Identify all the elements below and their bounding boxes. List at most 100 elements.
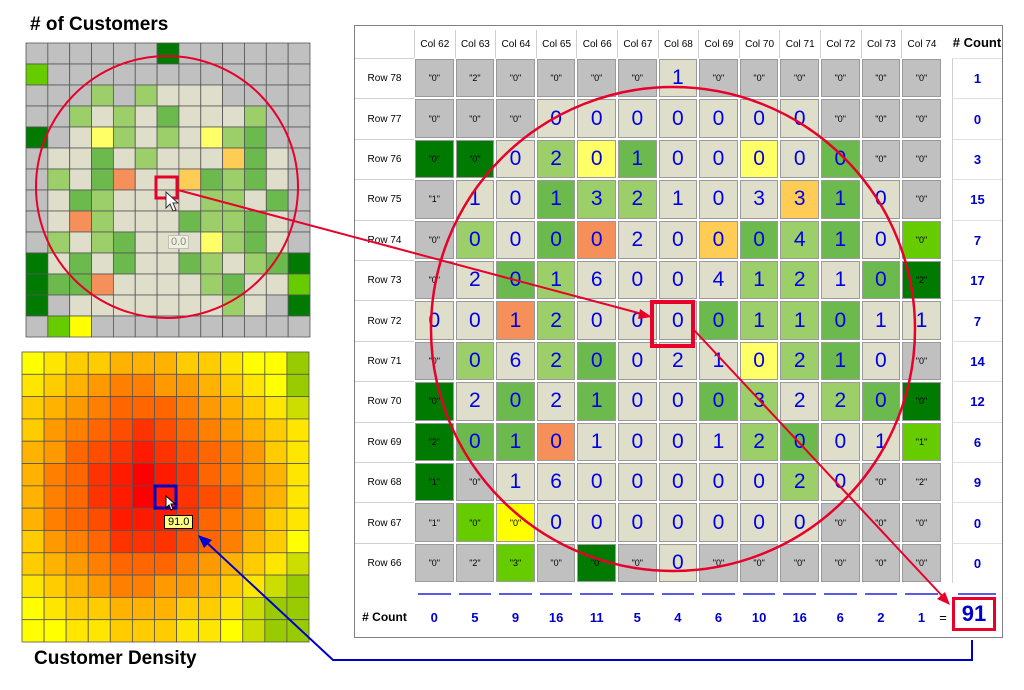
- customers-grid-cell: [134, 252, 158, 275]
- customers-grid-cell: [287, 189, 311, 212]
- density-grid-cell: [154, 485, 177, 509]
- row-count: 14: [952, 340, 1002, 382]
- customers-grid-cell: [178, 273, 202, 296]
- table-cell: "0": [902, 382, 941, 421]
- table-cell: 0: [658, 382, 698, 421]
- customers-grid-cell: [287, 294, 311, 317]
- column-header: Col 66: [576, 30, 617, 58]
- customers-grid-cell: [178, 63, 202, 86]
- density-grid-cell: [43, 507, 67, 531]
- table-cell: "0": [415, 59, 454, 98]
- density-grid-cell: [154, 596, 177, 621]
- row-header: Row 67: [355, 502, 414, 542]
- table-cell: 0: [699, 220, 738, 259]
- density-grid-cell: [21, 351, 45, 375]
- density-grid-cell: [87, 507, 111, 531]
- table-cell: 0: [455, 341, 495, 381]
- customers-grid-cell: [69, 147, 92, 170]
- customers-grid-cell: [91, 42, 114, 65]
- column-header: Col 67: [617, 30, 658, 58]
- customers-grid-cell: [200, 126, 224, 149]
- table-cell: 0: [618, 341, 657, 381]
- customers-grid-cell: [134, 315, 158, 338]
- column-header: Col 62: [414, 30, 455, 58]
- row-header: Row 74: [355, 219, 414, 260]
- density-grid-cell: [220, 574, 244, 598]
- customers-grid-cell: [47, 84, 71, 107]
- density-grid-cell: [176, 530, 200, 554]
- table-cell: "0": [902, 220, 941, 259]
- density-grid-cell: [109, 440, 133, 464]
- density-grid-cell: [87, 351, 111, 375]
- customers-grid-cell: [244, 105, 267, 128]
- density-grid-cell: [131, 440, 155, 464]
- customers-grid-cell: [244, 168, 267, 191]
- table-cell: 2: [536, 139, 576, 179]
- table-cell: "0": [780, 543, 819, 583]
- density-grid-cell: [264, 507, 288, 531]
- customers-grid-cell: [156, 210, 180, 233]
- table-cell: 0: [821, 422, 860, 461]
- density-grid-cell: [286, 552, 310, 576]
- table-cell: "1": [415, 463, 454, 502]
- customers-grid-cell: [200, 42, 224, 65]
- table-cell: "0": [861, 463, 901, 502]
- density-grid-cell: [286, 619, 310, 643]
- density-grid-cell: [21, 530, 45, 554]
- customers-grid-cell: [156, 168, 180, 191]
- customers-grid-cell: [178, 294, 202, 317]
- table-cell: 2: [780, 463, 819, 502]
- density-grid-cell: [65, 351, 89, 375]
- table-cell: 1: [699, 341, 738, 381]
- density-grid-cell: [242, 396, 266, 420]
- density-grid-cell: [21, 619, 45, 643]
- table-cell: "0": [415, 341, 454, 381]
- customers-grid-cell: [47, 147, 71, 170]
- table-cell: 0: [496, 139, 535, 179]
- density-grid-cell: [242, 463, 266, 487]
- column-header: Col 70: [738, 30, 780, 58]
- table-cell: 0: [455, 220, 495, 259]
- density-grid-cell: [220, 373, 244, 398]
- customers-grid-cell: [25, 294, 49, 317]
- table-cell: 0: [577, 463, 616, 502]
- table-cell: 0: [739, 341, 779, 381]
- table-cell: 1: [821, 341, 860, 381]
- customers-grid-cell: [47, 63, 71, 86]
- density-grid-cell: [220, 463, 244, 487]
- customers-grid-cell: [69, 126, 92, 149]
- table-cell: "1": [415, 503, 454, 542]
- table-cell: 0: [455, 301, 495, 340]
- density-grid-cell: [87, 373, 111, 398]
- table-cell: 0: [780, 503, 819, 542]
- density-grid-cell: [21, 396, 45, 420]
- table-cell: "0": [577, 543, 616, 583]
- customers-grid-cell: [47, 273, 71, 296]
- customers-map-title: # of Customers: [30, 14, 169, 35]
- density-grid-cell: [176, 596, 200, 621]
- density-grid-cell: [198, 507, 222, 531]
- customers-grid-cell: [47, 168, 71, 191]
- customers-grid-cell: [178, 315, 202, 338]
- customers-grid-cell: [244, 63, 267, 86]
- customers-grid-cell: [287, 210, 311, 233]
- table-cell: 6: [536, 463, 576, 502]
- customers-grid-cell: [91, 105, 114, 128]
- density-grid-cell: [176, 440, 200, 464]
- customers-grid-cell: [222, 42, 245, 65]
- customers-grid-cell: [200, 84, 224, 107]
- customers-grid-cell: [200, 294, 224, 317]
- table-cell: "2": [902, 261, 941, 300]
- table-cell: "3": [496, 543, 535, 583]
- table-cell: 1: [577, 422, 616, 461]
- table-cell: 2: [780, 261, 819, 300]
- customers-grid-cell: [244, 294, 267, 317]
- customers-grid-cell: [178, 42, 202, 65]
- customers-grid-cell: [287, 168, 311, 191]
- density-grid-cell: [131, 552, 155, 576]
- table-cell: 4: [699, 261, 738, 300]
- customers-grid-cell: [200, 105, 224, 128]
- customers-grid-cell: [134, 168, 158, 191]
- density-grid-cell: [154, 463, 177, 487]
- table-cell: "0": [415, 261, 454, 300]
